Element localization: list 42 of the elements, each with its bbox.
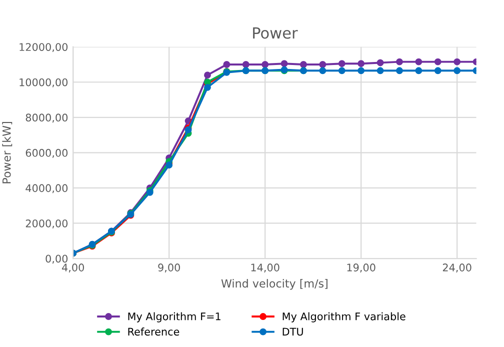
legend-label: DTU [282, 328, 303, 336]
legend-label: Reference [128, 328, 180, 336]
point [415, 58, 422, 66]
x-tick-label: 4,00 [62, 264, 84, 272]
x-tick-label: 24,00 [442, 264, 472, 272]
point [434, 58, 442, 66]
point [223, 61, 230, 68]
y-tick-label: 8000,00 [26, 114, 68, 123]
point [338, 67, 346, 74]
point [358, 67, 365, 74]
point [262, 61, 269, 68]
x-tick-label: 14,00 [251, 264, 280, 272]
point [319, 61, 326, 68]
point [204, 72, 211, 79]
legend-label: My Algorithm F=1 [128, 312, 220, 322]
point [434, 67, 442, 74]
point [300, 61, 307, 68]
y-tick-label: 10000,00 [20, 78, 68, 88]
point [242, 61, 250, 68]
x-axis-title: Wind velocity [m/s] [221, 279, 328, 290]
y-tick-label: 2000,00 [26, 219, 68, 228]
point [454, 58, 461, 66]
point [396, 58, 403, 66]
chart-title: Power [253, 27, 298, 39]
x-tick-label: 9,00 [158, 264, 180, 272]
point [415, 67, 422, 74]
point [396, 67, 403, 74]
point [454, 67, 461, 74]
point [319, 67, 326, 74]
y-tick-label: 4000,00 [26, 184, 68, 194]
point [358, 60, 365, 68]
point [376, 67, 384, 74]
y-tick-label: 12000,00 [20, 43, 68, 52]
y-axis-title: Power [kW] [2, 122, 12, 184]
point [376, 59, 384, 66]
point [204, 84, 211, 91]
point [280, 60, 288, 68]
y-tick-label: 0,00 [46, 254, 68, 264]
x-tick-label: 19,00 [347, 264, 376, 272]
legend-label: My Algorithm F variable [282, 312, 406, 322]
point [338, 60, 346, 68]
y-tick-label: 6000,00 [26, 148, 68, 158]
